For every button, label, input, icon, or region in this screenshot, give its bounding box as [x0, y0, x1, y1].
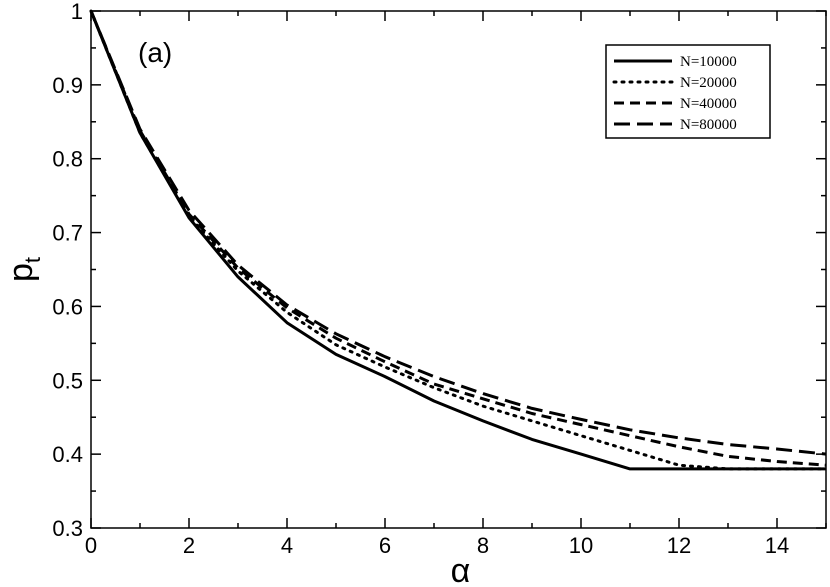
- series-lines: [89, 9, 828, 471]
- y-tick-label: 1: [71, 0, 83, 24]
- y-tick-label: 0.3: [52, 516, 83, 541]
- series-line-2: [89, 9, 828, 471]
- x-tick-label: 10: [569, 533, 593, 558]
- x-tick-label: 8: [477, 533, 489, 558]
- legend-entry-label: N=80000: [680, 117, 737, 133]
- y-axis-label-subscript: t: [20, 257, 45, 263]
- y-tick-label: 0.9: [52, 73, 83, 98]
- y-tick-label: 0.5: [52, 368, 83, 393]
- panel-label: (a): [138, 37, 172, 68]
- plot-frame: [90, 10, 827, 529]
- x-tick-label: 14: [765, 533, 789, 558]
- y-tick-label: 0.4: [52, 442, 83, 467]
- legend-entry-label: N=40000: [680, 96, 737, 112]
- x-tick-label: 0: [85, 533, 97, 558]
- series-line-3: [89, 10, 827, 467]
- y-tick-label: 0.7: [52, 221, 83, 246]
- axis-ticks: 0 2 4 6 8 10 12 14 0.3 0.4 0.5 0.6 0.7 0.8 0.9 1: [52, 0, 827, 558]
- legend-entry-label: N=10000: [680, 54, 737, 70]
- legend-entry-label: N=20000: [680, 75, 737, 91]
- legend: N=10000 N=20000 N=40000 N=80000: [605, 44, 771, 139]
- series-line-1: [89, 10, 826, 471]
- x-tick-label: 2: [183, 533, 195, 558]
- y-axis-label: pt: [2, 257, 45, 282]
- y-tick-label: 0.8: [52, 147, 83, 172]
- x-tick-label: 6: [379, 533, 391, 558]
- y-tick-label: 0.6: [52, 294, 83, 319]
- series-line-4: [89, 10, 827, 456]
- x-tick-label: 12: [667, 533, 691, 558]
- x-tick-label: 4: [281, 533, 293, 558]
- y-axis-label-main: p: [2, 263, 40, 282]
- x-axis-label: α: [451, 552, 471, 587]
